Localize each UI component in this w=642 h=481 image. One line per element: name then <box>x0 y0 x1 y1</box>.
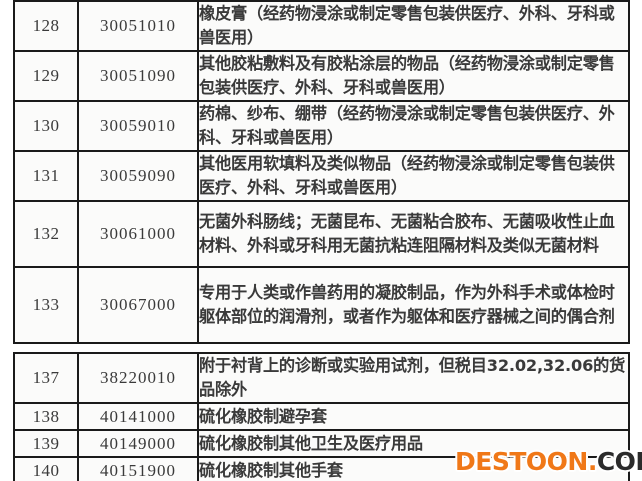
table-row: 139 40149000 硫化橡胶制其他卫生及医疗用品 <box>13 429 630 458</box>
watermark-name: DESTOON <box>455 447 588 476</box>
row-code-cell: 40149000 <box>77 429 199 458</box>
table-row: 137 38220010 附于衬背上的诊断或实验用试剂，但税目32.02,32.… <box>13 352 630 404</box>
row-index-cell: 131 <box>13 150 79 202</box>
row-index-cell: 133 <box>13 266 79 344</box>
row-code-cell: 30051010 <box>77 0 199 52</box>
row-code-cell: 30067000 <box>77 266 199 344</box>
table-row: 138 40141000 硫化橡胶制避孕套 <box>13 402 630 431</box>
row-code-cell: 30051090 <box>77 50 199 102</box>
row-code-cell: 40151900 <box>77 456 199 481</box>
row-index-cell: 137 <box>13 352 79 404</box>
row-index-cell: 139 <box>13 429 79 458</box>
table-row: 130 30059010 药棉、纱布、绷带（经药物浸涂或制定零售包装供医疗、外科… <box>13 100 630 152</box>
row-description-cell: 药棉、纱布、绷带（经药物浸涂或制定零售包装供医疗、外科、牙科或兽医用） <box>197 100 630 152</box>
table-row: 132 30061000 无菌外科肠线；无菌昆布、无菌粘合胶布、无菌吸收性止血材… <box>13 200 630 268</box>
table-row: 129 30051090 其他胶粘敷料及有胶粘涂层的物品（经药物浸涂或制定零售包… <box>13 50 630 102</box>
row-code-cell: 40141000 <box>77 402 199 431</box>
row-index-cell: 140 <box>13 456 79 481</box>
row-code-cell: 30059090 <box>77 150 199 202</box>
row-description-cell: 专用于人类或作兽药用的凝胶制品，作为外科手术或体检时躯体部位的润滑剂，或者作为躯… <box>197 266 630 344</box>
row-description-cell: 无菌外科肠线；无菌昆布、无菌粘合胶布、无菌吸收性止血材料、外科或牙科用无菌抗粘连… <box>197 200 630 268</box>
row-code-cell: 30061000 <box>77 200 199 268</box>
row-index-cell: 129 <box>13 50 79 102</box>
row-description-cell: 硫化橡胶制其他卫生及医疗用品 <box>197 429 630 458</box>
row-code-cell: 30059010 <box>77 100 199 152</box>
table-row: 131 30059090 其他医用软填料及类似物品（经药物浸涂或制定零售包装供医… <box>13 150 630 202</box>
tariff-table-lower: 137 38220010 附于衬背上的诊断或实验用试剂，但税目32.02,32.… <box>13 352 630 481</box>
table-row: 133 30067000 专用于人类或作兽药用的凝胶制品，作为外科手术或体检时躯… <box>13 266 630 344</box>
row-description-cell: 附于衬背上的诊断或实验用试剂，但税目32.02,32.06的货品除外 <box>197 352 630 404</box>
table-row: 128 30051010 橡皮膏（经药物浸涂或制定零售包装供医疗、外科、牙科或兽… <box>13 0 630 52</box>
row-index-cell: 128 <box>13 0 79 52</box>
row-description-cell: 其他胶粘敷料及有胶粘涂层的物品（经药物浸涂或制定零售包装供医疗、外科、牙科或兽医… <box>197 50 630 102</box>
watermark-tld: COM <box>596 447 642 476</box>
row-description-cell: 其他医用软填料及类似物品（经药物浸涂或制定零售包装供医疗、外科、牙科或兽医用） <box>197 150 630 202</box>
row-description-cell: 硫化橡胶制避孕套 <box>197 402 630 431</box>
watermark-dot: . <box>587 447 598 476</box>
row-index-cell: 130 <box>13 100 79 152</box>
table-row: 140 40151900 硫化橡胶制其他手套 <box>13 456 630 481</box>
row-index-cell: 132 <box>13 200 79 268</box>
tariff-table-upper: 128 30051010 橡皮膏（经药物浸涂或制定零售包装供医疗、外科、牙科或兽… <box>13 0 630 344</box>
row-description-cell: 硫化橡胶制其他手套 <box>197 456 630 481</box>
row-description-cell: 橡皮膏（经药物浸涂或制定零售包装供医疗、外科、牙科或兽医用） <box>197 0 630 52</box>
destoon-watermark: DESTOON.COM <box>455 447 642 476</box>
row-code-cell: 38220010 <box>77 352 199 404</box>
row-index-cell: 138 <box>13 402 79 431</box>
